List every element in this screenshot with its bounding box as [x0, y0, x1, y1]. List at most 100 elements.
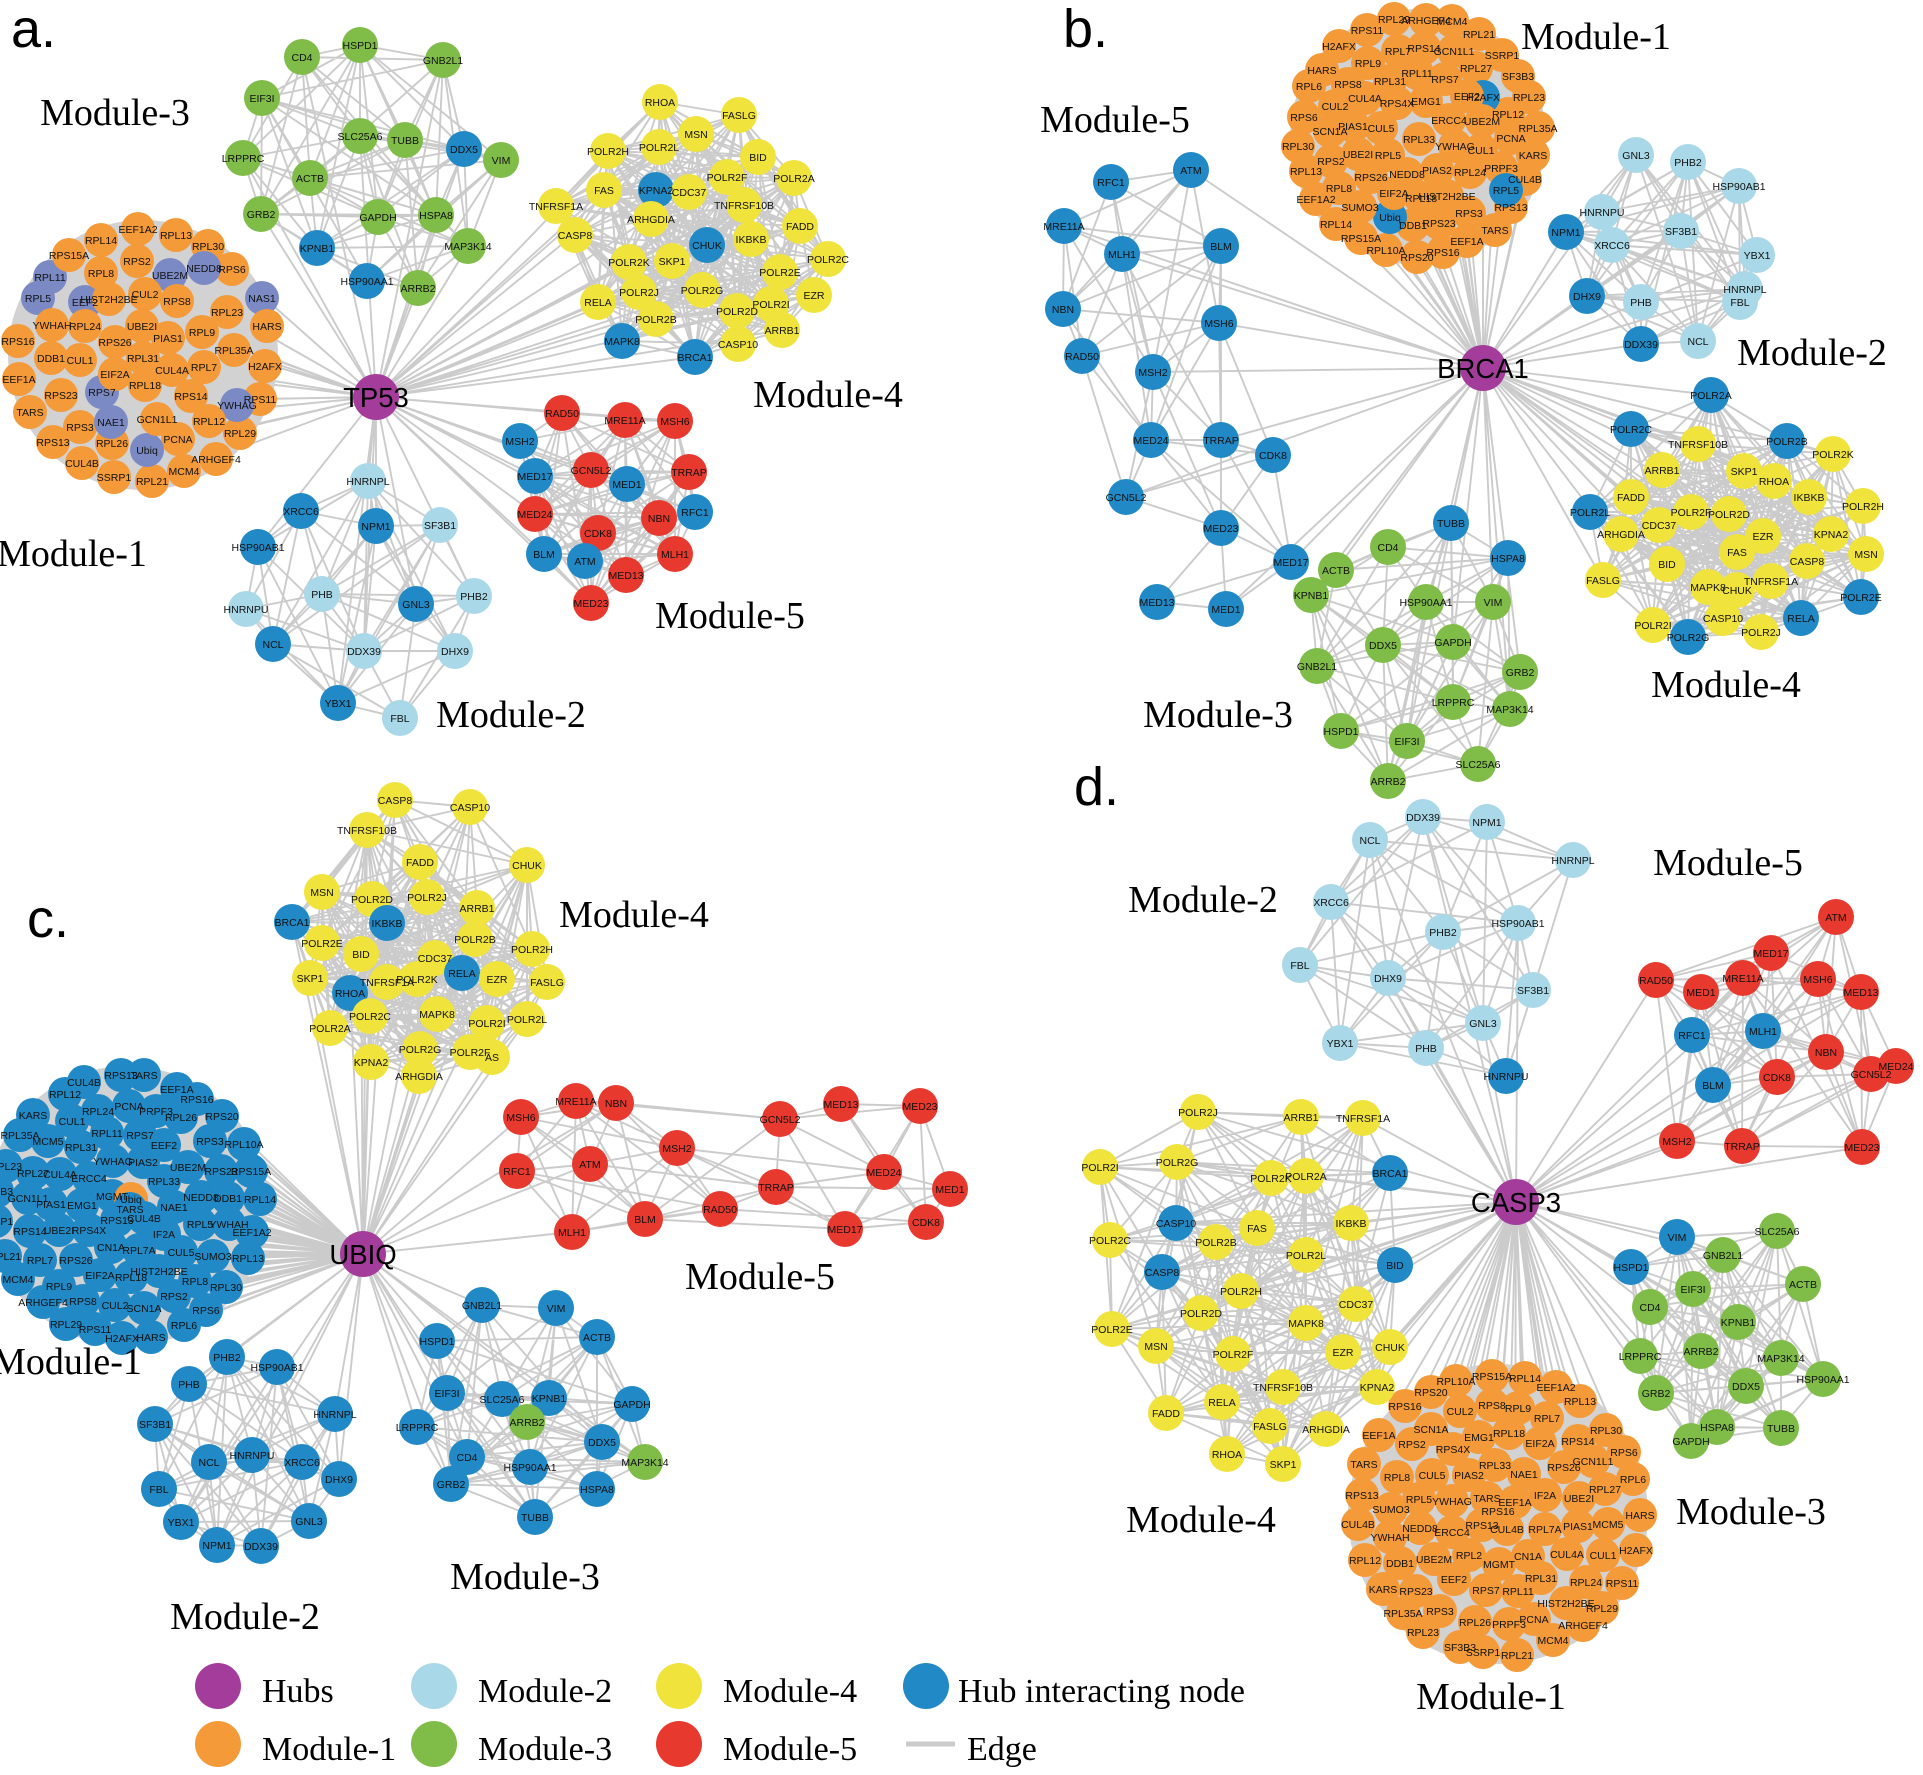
svg-text:TP53: TP53	[343, 382, 409, 413]
svg-text:AS: AS	[485, 1052, 499, 1064]
svg-text:RPS14: RPS14	[1407, 43, 1440, 55]
svg-text:H2AFX: H2AFX	[1619, 1545, 1653, 1557]
svg-text:UBE2I: UBE2I	[44, 1225, 74, 1237]
svg-text:NEDD8: NEDD8	[183, 1192, 219, 1204]
svg-text:DHX9: DHX9	[325, 1474, 353, 1486]
svg-text:MCM5: MCM5	[1593, 1519, 1624, 1531]
svg-text:RPS14: RPS14	[1561, 1436, 1594, 1448]
svg-text:RPS11: RPS11	[1606, 1578, 1639, 1590]
svg-text:YBX1: YBX1	[1327, 1038, 1354, 1050]
svg-text:CUL1: CUL1	[1468, 145, 1495, 157]
svg-text:Module-3: Module-3	[478, 1731, 612, 1768]
svg-text:MED13: MED13	[1139, 597, 1174, 609]
svg-text:RPL7A: RPL7A	[122, 1245, 155, 1257]
svg-text:XRCC6: XRCC6	[1594, 240, 1630, 252]
svg-text:RAD50: RAD50	[1065, 351, 1099, 363]
svg-text:RPL5: RPL5	[187, 1219, 213, 1231]
svg-text:POLR2L: POLR2L	[507, 1014, 547, 1026]
svg-text:TARS: TARS	[116, 1204, 143, 1216]
svg-text:POLR2B: POLR2B	[635, 314, 676, 326]
svg-text:FAS: FAS	[594, 185, 614, 197]
svg-text:CASP10: CASP10	[1156, 1218, 1196, 1230]
svg-text:RPL11: RPL11	[1401, 68, 1432, 80]
svg-text:RPS20: RPS20	[1400, 252, 1433, 264]
svg-text:SLC25A6: SLC25A6	[480, 1394, 525, 1406]
svg-text:RPL9: RPL9	[1355, 58, 1381, 70]
svg-text:MCM4: MCM4	[3, 1274, 34, 1286]
svg-text:RPL23: RPL23	[0, 1161, 22, 1173]
svg-text:ARRB2: ARRB2	[1683, 1346, 1718, 1358]
svg-text:MSN: MSN	[684, 129, 707, 141]
svg-text:RPL6: RPL6	[171, 1320, 197, 1332]
svg-text:RPL18: RPL18	[1493, 1428, 1525, 1440]
svg-text:PHB: PHB	[178, 1379, 200, 1391]
svg-text:MED17: MED17	[517, 471, 552, 483]
svg-text:NBN: NBN	[1815, 1047, 1837, 1059]
svg-text:SSRP1: SSRP1	[1485, 50, 1520, 62]
svg-text:RFC1: RFC1	[681, 507, 709, 519]
svg-text:SSRP1: SSRP1	[1466, 1647, 1501, 1659]
svg-text:TRRAP: TRRAP	[671, 467, 707, 479]
svg-text:GNB2L1: GNB2L1	[462, 1300, 502, 1312]
svg-text:RPS2: RPS2	[123, 256, 151, 268]
svg-text:RFC1: RFC1	[1097, 177, 1125, 189]
svg-text:RPL21: RPL21	[1501, 1650, 1533, 1662]
svg-text:POLR2B: POLR2B	[1766, 436, 1807, 448]
svg-text:DDX5: DDX5	[1732, 1381, 1760, 1393]
svg-text:GRB2: GRB2	[247, 209, 276, 221]
svg-text:FAS: FAS	[1247, 1223, 1267, 1235]
svg-text:Module-1: Module-1	[1521, 16, 1671, 58]
svg-text:RPL26: RPL26	[96, 438, 128, 450]
svg-text:CUL4B: CUL4B	[127, 1213, 161, 1225]
svg-text:TNFRSF10B: TNFRSF10B	[714, 200, 774, 212]
svg-text:ATM: ATM	[1180, 165, 1201, 177]
svg-text:Ubiq: Ubiq	[1379, 212, 1401, 224]
svg-text:GNB2L1: GNB2L1	[1703, 1250, 1743, 1262]
svg-text:EZR: EZR	[1753, 531, 1774, 543]
svg-text:CHUK: CHUK	[1722, 585, 1752, 597]
svg-text:CUL1: CUL1	[1590, 1550, 1617, 1562]
svg-text:SSRP1: SSRP1	[0, 1216, 13, 1228]
svg-text:RPL35A: RPL35A	[1518, 123, 1557, 135]
svg-text:ARRB1: ARRB1	[1644, 465, 1679, 477]
svg-text:FASLG: FASLG	[1253, 1421, 1287, 1433]
svg-text:BID: BID	[1658, 559, 1676, 571]
svg-text:MSH6: MSH6	[506, 1112, 535, 1124]
svg-text:Module-3: Module-3	[1143, 694, 1293, 736]
svg-text:KPNB1: KPNB1	[532, 1393, 567, 1405]
svg-text:POLR2I: POLR2I	[468, 1018, 505, 1030]
svg-text:CASP8: CASP8	[558, 230, 593, 242]
svg-text:HNRNPL: HNRNPL	[1723, 284, 1766, 296]
svg-text:POLR2G: POLR2G	[399, 1044, 442, 1056]
svg-text:DDX39: DDX39	[1624, 339, 1658, 351]
svg-text:POLR2E: POLR2E	[301, 938, 342, 950]
svg-text:RPS2: RPS2	[1398, 1439, 1426, 1451]
svg-text:H2AFX: H2AFX	[248, 361, 282, 373]
svg-text:FADD: FADD	[786, 221, 814, 233]
svg-text:RHOA: RHOA	[645, 97, 675, 109]
svg-text:EZR: EZR	[487, 974, 508, 986]
svg-text:HIST2H2BE: HIST2H2BE	[130, 1266, 187, 1278]
svg-text:DDX39: DDX39	[347, 646, 381, 658]
svg-text:PIAS1: PIAS1	[1338, 121, 1368, 133]
svg-text:FADD: FADD	[1152, 1408, 1180, 1420]
svg-text:CUL5: CUL5	[1419, 1470, 1446, 1482]
svg-text:VIM: VIM	[1668, 1232, 1687, 1244]
svg-text:POLR2H: POLR2H	[511, 944, 553, 956]
svg-text:LRPPRC: LRPPRC	[1432, 697, 1475, 709]
svg-text:RPL10A: RPL10A	[1366, 245, 1405, 257]
svg-text:FBL: FBL	[390, 713, 409, 725]
svg-text:CD4: CD4	[456, 1452, 477, 1464]
svg-text:RAD50: RAD50	[1639, 975, 1673, 987]
svg-text:POLR2A: POLR2A	[773, 173, 814, 185]
svg-text:VIM: VIM	[492, 155, 511, 167]
svg-text:POLR2J: POLR2J	[407, 892, 447, 904]
svg-text:MRE11A: MRE11A	[555, 1096, 596, 1108]
svg-text:CASP10: CASP10	[1703, 613, 1743, 625]
svg-text:GCN5L2: GCN5L2	[760, 1114, 801, 1126]
svg-text:POLR2C: POLR2C	[349, 1011, 391, 1023]
svg-text:RAD50: RAD50	[545, 408, 579, 420]
svg-text:MCM4: MCM4	[1538, 1635, 1569, 1647]
svg-text:RPS13: RPS13	[36, 437, 69, 449]
svg-text:PIAS1: PIAS1	[1563, 1521, 1593, 1533]
